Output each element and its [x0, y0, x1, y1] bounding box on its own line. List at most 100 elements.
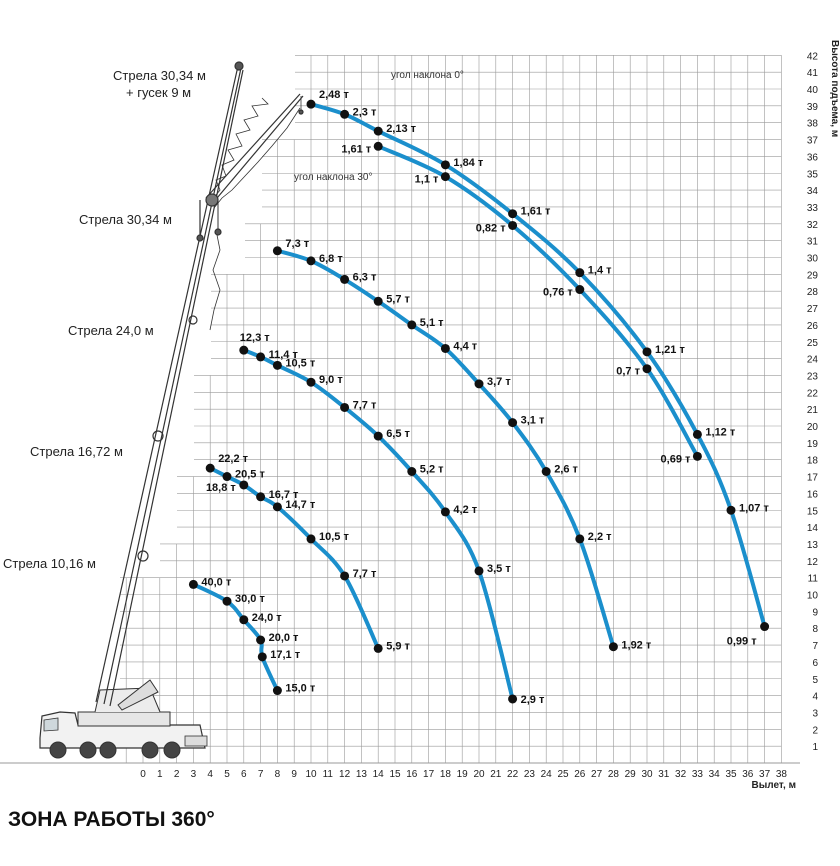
- data-label: 2,48 т: [319, 89, 349, 101]
- y-tick-label: 20: [807, 422, 819, 433]
- x-tick-label: 32: [675, 769, 687, 780]
- data-label: 0,99 т: [727, 636, 757, 648]
- y-tick-label: 3: [812, 708, 818, 719]
- data-label: 4,2 т: [453, 504, 477, 516]
- data-point: [407, 320, 417, 330]
- data-label: 17,1 т: [270, 649, 300, 661]
- data-point: [340, 274, 350, 284]
- data-point: [474, 566, 484, 576]
- y-tick-label: 22: [807, 388, 819, 399]
- y-tick-label: 16: [807, 489, 819, 500]
- x-tick-label: 30: [641, 769, 653, 780]
- data-point: [222, 596, 232, 606]
- data-label: 5,9 т: [386, 640, 410, 652]
- data-label: 5,1 т: [420, 317, 444, 329]
- x-tick-label: 10: [305, 769, 317, 780]
- y-tick-label: 36: [807, 152, 819, 163]
- data-point: [373, 296, 383, 306]
- y-tick-label: 40: [807, 85, 819, 96]
- data-label: 0,69 т: [661, 453, 691, 465]
- x-tick-label: 38: [776, 769, 788, 780]
- data-point: [306, 377, 316, 387]
- data-label: 1,61 т: [341, 143, 371, 155]
- data-point: [256, 352, 266, 362]
- data-point: [239, 345, 249, 355]
- y-tick-label: 10: [807, 591, 819, 602]
- data-label: 15,0 т: [285, 683, 315, 695]
- boom-label-10: Стрела 10,16 м: [3, 556, 96, 571]
- data-label: 0,7 т: [616, 366, 640, 378]
- data-label: 0,76 т: [543, 287, 573, 299]
- data-point: [340, 571, 350, 581]
- data-label: 5,7 т: [386, 293, 410, 305]
- data-point: [726, 505, 736, 515]
- data-point: [692, 451, 702, 461]
- data-labels: 40,0 т 30,0 т 24,0 т 20,0 т 17,1 т 15,0 т 22,2…: [201, 89, 769, 706]
- x-tick-label: 17: [423, 769, 435, 780]
- data-point: [373, 126, 383, 136]
- data-point: [340, 402, 350, 412]
- y-tick-label: 23: [807, 371, 819, 382]
- boom-icon: [95, 61, 304, 711]
- data-point: [440, 343, 450, 353]
- y-tick-label: 7: [812, 641, 818, 652]
- series-line: [309, 102, 767, 629]
- x-tick-label: 33: [692, 769, 704, 780]
- x-tick-label: 11: [323, 769, 334, 780]
- data-point: [306, 99, 316, 109]
- x-tick-label: 3: [191, 769, 197, 780]
- data-points: [188, 99, 770, 704]
- x-tick-label: 25: [557, 769, 569, 780]
- x-tick-label: 31: [658, 769, 670, 780]
- y-tick-label: 41: [807, 68, 819, 79]
- data-label: 1,12 т: [705, 426, 735, 438]
- data-label: 6,8 т: [319, 253, 343, 265]
- data-label: 2,6 т: [554, 463, 578, 475]
- y-tick-label: 29: [807, 270, 819, 281]
- data-label: 1,1 т: [415, 174, 439, 186]
- y-tick-label: 8: [812, 624, 818, 635]
- data-point: [692, 429, 702, 439]
- data-point: [256, 635, 266, 645]
- data-point: [608, 642, 618, 652]
- x-tick-label: 4: [207, 769, 213, 780]
- x-tick-label: 8: [275, 769, 281, 780]
- y-tick-label: 9: [812, 607, 818, 618]
- x-tick-label: 15: [389, 769, 401, 780]
- data-point: [205, 463, 215, 473]
- y-tick-label: 28: [807, 287, 819, 298]
- y-tick-label: 33: [807, 203, 819, 214]
- data-point: [575, 534, 585, 544]
- y-tick-label: 13: [807, 540, 819, 551]
- data-point: [440, 172, 450, 182]
- data-label: 20,5 т: [235, 469, 265, 481]
- y-tick-label: 35: [807, 169, 819, 180]
- x-tick-label: 0: [140, 769, 146, 780]
- data-label: 6,3 т: [353, 271, 377, 283]
- data-point: [541, 466, 551, 476]
- x-tick-label: 28: [608, 769, 620, 780]
- y-tick-label: 5: [812, 675, 818, 686]
- annotation-angle-0: угол наклона 0°: [391, 70, 464, 81]
- data-label: 40,0 т: [201, 576, 231, 588]
- data-label: 12,3 т: [240, 332, 270, 344]
- boom-label-24: Стрела 24,0 м: [68, 323, 154, 338]
- series-line: [241, 348, 515, 701]
- data-label: 2,13 т: [386, 123, 416, 135]
- data-label: 2,3 т: [353, 106, 377, 118]
- data-point: [642, 347, 652, 357]
- data-label: 10,5 т: [285, 357, 315, 369]
- chart-title: ЗОНА РАБОТЫ 360°: [8, 808, 215, 831]
- x-axis-ticks: 0 1 2 3 4 5 6 7 8 9 10 11 12 13 14 15 16 17 18 19 20 21 22 23 24…: [140, 769, 787, 780]
- data-point: [407, 466, 417, 476]
- data-label: 3,7 т: [487, 376, 511, 388]
- boom-label-16: Стрела 16,72 м: [30, 444, 123, 459]
- data-point: [642, 364, 652, 374]
- y-tick-label: 30: [807, 254, 819, 265]
- data-label: 11,4 т: [269, 349, 299, 361]
- y-tick-label: 18: [807, 456, 819, 467]
- data-label: 24,0 т: [252, 612, 282, 624]
- data-point: [272, 686, 282, 696]
- series-line: [275, 248, 616, 649]
- data-label: 7,3 т: [285, 238, 309, 250]
